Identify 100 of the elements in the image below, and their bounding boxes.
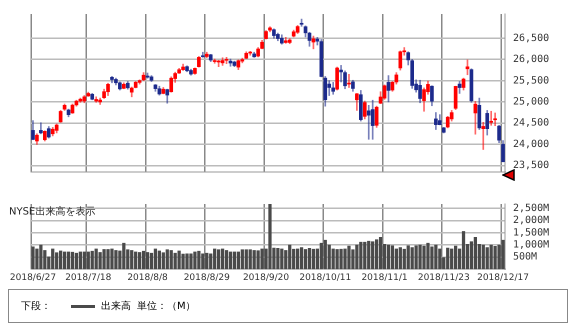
bar [462,231,466,270]
x-tick-label: 2018/11/23 [418,272,470,283]
bar [450,248,454,270]
candlestick [224,56,228,64]
bar [228,252,232,270]
bar [304,249,308,270]
bar [174,252,177,270]
bar [470,241,474,270]
bar [454,246,458,270]
y-tick-label: 25,000 [513,96,550,108]
bar [347,246,351,270]
bar [426,242,430,270]
x-tick-label: 2018/6/27 [10,272,56,283]
bar [224,250,228,270]
bar [493,246,497,270]
y-tick-label: 24,000 [513,138,550,150]
bar [292,248,296,270]
bar [490,244,493,270]
bar [371,241,374,270]
bar [181,254,185,270]
bar [260,248,264,270]
bar [197,250,201,270]
bar [102,249,106,270]
bar [343,248,347,270]
bar [359,242,362,270]
y-tick-label: 26,500 [513,32,550,44]
bar [332,248,335,270]
bar [402,248,406,270]
bar [90,250,94,270]
bar [296,248,300,270]
bar [410,247,414,270]
bar [430,246,434,270]
bar [386,244,390,270]
bar [308,248,312,270]
annotation: NYSE出来高を表示 [9,206,96,218]
bar [189,254,193,270]
bar [185,254,189,270]
candlestick [466,60,470,76]
candlestick [300,18,304,27]
bar [268,204,272,270]
bar [486,247,489,270]
bar [205,252,208,270]
bar [398,247,402,270]
y-tick-label: 1,000M [513,239,550,250]
y-tick-label: 1,500M [513,227,550,238]
bar [58,250,62,270]
bar [55,252,58,270]
bar [146,252,150,270]
bar [142,250,146,270]
bar [355,244,359,270]
bar [106,249,110,270]
bar [240,249,244,270]
candlestick [339,65,343,82]
bar [501,240,505,270]
bar [244,249,248,270]
bar [418,244,422,270]
y-tick-label: 25,500 [513,75,550,86]
bar [300,247,304,270]
y-tick-label: 23,500 [513,160,550,172]
bar [166,249,169,270]
bar [94,248,98,270]
x-tick-label: 2018/12/17 [477,272,529,283]
bar [138,252,142,270]
bar [193,252,197,270]
bar [35,248,39,270]
bar [162,252,165,270]
y-tick-label: 500M [513,252,538,263]
bar [86,252,90,270]
candlestick [347,74,351,88]
bar [288,244,292,270]
bar [78,252,82,270]
bar [276,248,280,270]
bar [134,252,138,270]
y-tick-label: 24,500 [513,118,550,129]
legend-title: 下段： [21,300,51,313]
bar [232,252,236,270]
bar [367,240,370,270]
y-tick-label: 26,000 [513,54,550,66]
bar [280,248,284,270]
y-tick-label: 2,500M [513,202,550,214]
bar [446,248,450,270]
x-tick-label: 2018/8/29 [184,272,230,283]
bar [363,242,366,270]
bar [414,246,418,270]
bar [324,240,327,270]
bar [422,246,426,270]
bar [170,250,173,270]
bar [216,249,220,270]
bar [374,239,378,270]
bar [378,237,382,270]
text: 単位：（M） [137,300,196,313]
bar [482,244,485,270]
x-tick-label: 2018/9/20 [242,272,290,283]
bar [390,246,394,270]
bar [474,237,478,270]
bar [154,248,158,270]
bar [256,250,260,270]
bar [220,248,224,270]
bar [70,252,74,270]
bar [320,242,323,270]
